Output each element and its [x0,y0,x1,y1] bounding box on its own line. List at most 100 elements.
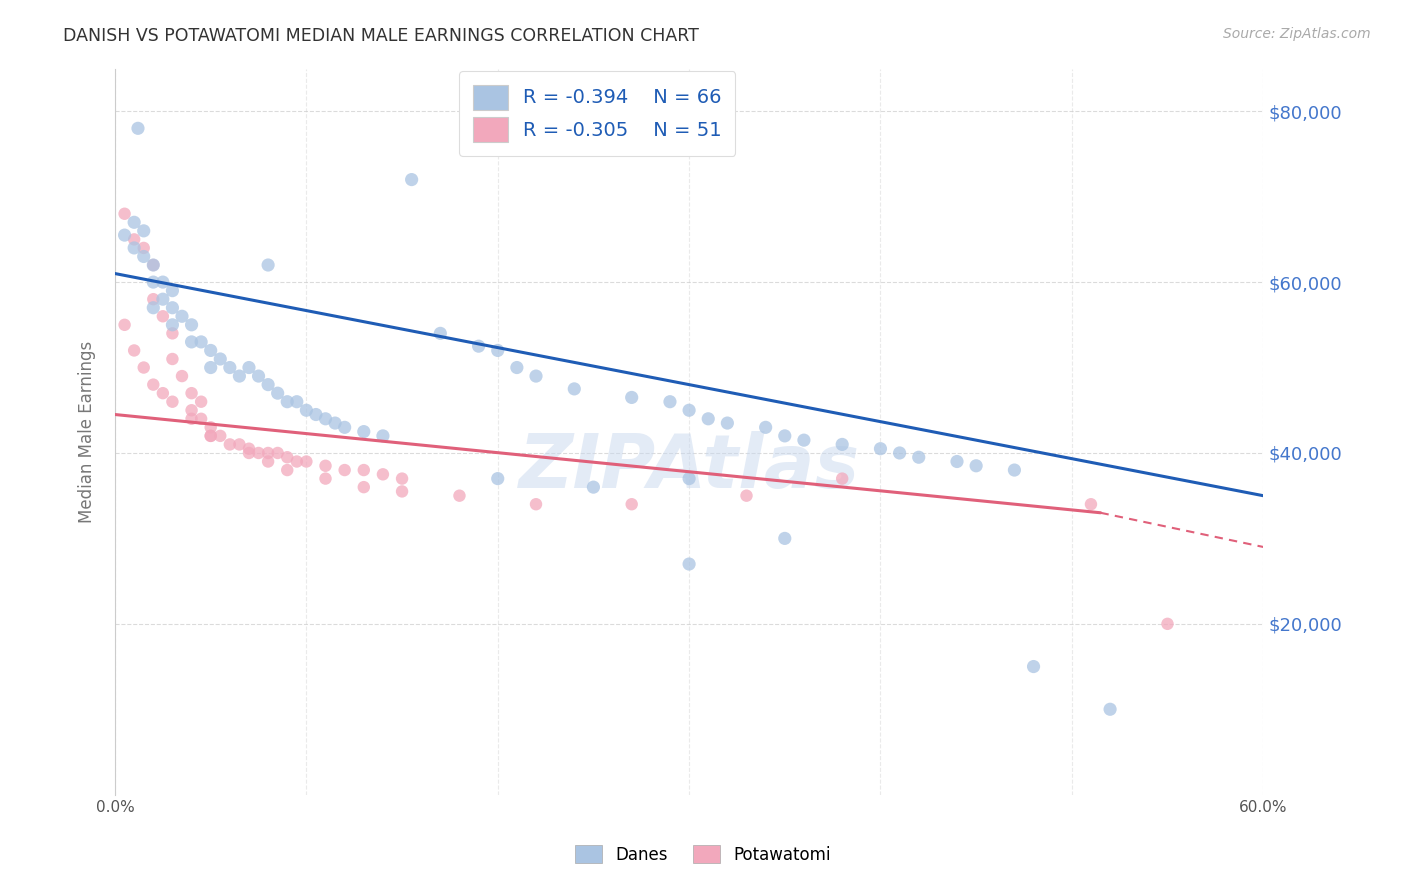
Point [773,532,796,546]
Point [266,386,288,401]
Point [142,258,165,272]
Text: Source: ZipAtlas.com: Source: ZipAtlas.com [1223,27,1371,41]
Point [391,484,413,499]
Point [238,360,260,375]
Point [142,258,165,272]
Point [831,437,853,451]
Point [180,412,202,426]
Y-axis label: Median Male Earnings: Median Male Earnings [79,341,96,523]
Point [620,497,643,511]
Point [127,121,149,136]
Point [295,454,318,468]
Point [114,318,136,332]
Point [152,386,174,401]
Point [315,472,337,486]
Point [965,458,987,473]
Point [1002,463,1025,477]
Point [266,446,288,460]
Point [1080,497,1102,511]
Point [831,472,853,486]
Point [122,232,145,246]
Point [716,416,738,430]
Point [353,480,375,494]
Point [228,369,250,384]
Point [486,343,509,358]
Point [180,386,202,401]
Point [869,442,891,456]
Point [353,425,375,439]
Point [218,360,240,375]
Point [257,454,280,468]
Point [122,241,145,255]
Point [228,437,250,451]
Point [132,250,155,264]
Point [132,241,155,255]
Point [218,437,240,451]
Point [333,420,356,434]
Point [1156,616,1178,631]
Point [190,334,212,349]
Point [190,394,212,409]
Point [889,446,911,460]
Point [180,318,202,332]
Point [449,489,471,503]
Point [162,351,184,366]
Point [114,207,136,221]
Point [122,215,145,229]
Point [315,412,337,426]
Point [247,446,270,460]
Point [200,343,222,358]
Point [371,429,394,443]
Point [391,472,413,486]
Point [285,454,308,468]
Point [200,429,222,443]
Point [1022,659,1045,673]
Point [162,326,184,341]
Point [524,369,547,384]
Point [678,557,700,571]
Point [467,339,489,353]
Point [678,403,700,417]
Point [238,446,260,460]
Point [276,463,298,477]
Point [333,463,356,477]
Point [114,228,136,243]
Point [142,275,165,289]
Point [142,301,165,315]
Point [180,334,202,349]
Point [238,442,260,456]
Point [276,394,298,409]
Point [907,450,929,465]
Point [200,429,222,443]
Point [247,369,270,384]
Point [582,480,605,494]
Point [429,326,451,341]
Point [276,450,298,465]
Point [152,310,174,324]
Point [170,310,193,324]
Point [659,394,682,409]
Point [305,408,328,422]
Point [190,412,212,426]
Point [295,403,318,417]
Point [620,391,643,405]
Point [257,258,280,272]
Point [152,292,174,306]
Point [562,382,585,396]
Point [209,351,232,366]
Point [180,403,202,417]
Legend: Danes, Potawatomi: Danes, Potawatomi [569,838,837,871]
Point [506,360,529,375]
Point [755,420,778,434]
Point [678,472,700,486]
Point [200,420,222,434]
Text: ZIPAtlas: ZIPAtlas [519,432,859,504]
Point [162,284,184,298]
Point [793,433,815,447]
Point [486,472,509,486]
Point [401,172,423,186]
Point [162,301,184,315]
Point [257,377,280,392]
Point [315,458,337,473]
Point [697,412,720,426]
